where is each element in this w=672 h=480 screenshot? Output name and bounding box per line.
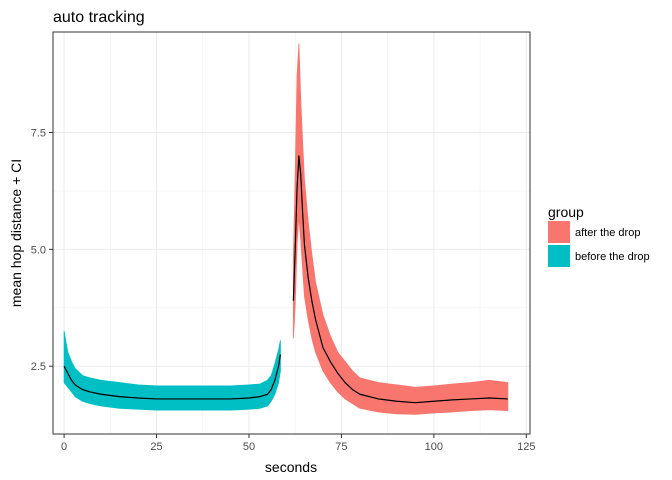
legend-label-before-drop: before the drop [575, 251, 650, 263]
legend: group after the drop before the drop [548, 204, 650, 267]
legend-swatch-after-drop [548, 221, 570, 243]
mean-line-before-drop [63, 354, 281, 400]
x-tick-label: 100 [425, 441, 443, 453]
legend-items: after the drop before the drop [548, 221, 650, 267]
plot-panel-border [52, 31, 531, 435]
x-axis-title: seconds [265, 459, 317, 475]
x-tick-label: 0 [61, 441, 67, 453]
ci-ribbon-after-drop [292, 43, 509, 415]
legend-swatch-before-drop [548, 245, 570, 267]
x-tick-label: 25 [150, 441, 162, 453]
confidence-ribbons [63, 43, 509, 415]
mean-line-after-drop [292, 155, 508, 404]
chart-title: auto tracking [53, 9, 145, 26]
y-tick-label: 5.0 [31, 244, 46, 256]
major-gridlines [53, 32, 530, 434]
legend-title: group [548, 204, 584, 220]
mean-lines [63, 155, 508, 404]
y-tick-label: 2.5 [31, 361, 46, 373]
x-tick-label: 50 [243, 441, 255, 453]
ci-ribbon-before-drop [63, 330, 281, 411]
y-tick-label: 7.5 [31, 128, 46, 140]
x-axis-ticks: 0 25 50 75 100 125 [61, 434, 535, 453]
y-axis-title: mean hop distance + CI [8, 159, 24, 307]
minor-gridlines [53, 32, 530, 434]
legend-label-after-drop: after the drop [575, 227, 640, 239]
plot-panel [52, 31, 531, 435]
x-tick-label: 125 [517, 441, 535, 453]
y-axis-ticks: 2.5 5.0 7.5 [31, 128, 53, 373]
x-tick-label: 75 [335, 441, 347, 453]
